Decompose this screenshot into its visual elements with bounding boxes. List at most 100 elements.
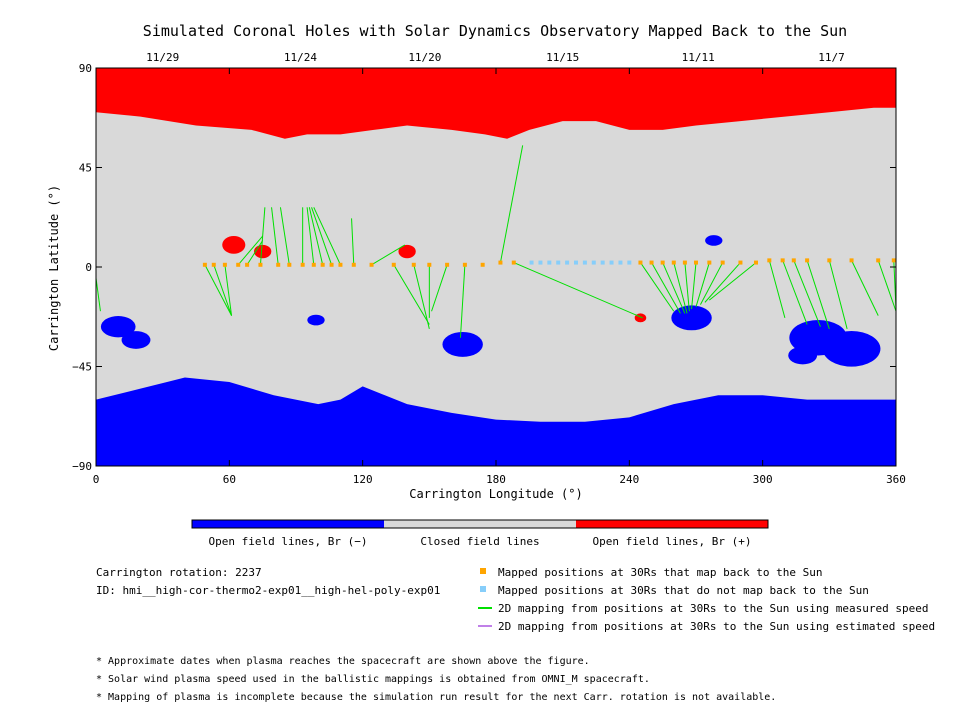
mapped-point <box>827 258 832 263</box>
mapped-point <box>320 262 325 267</box>
field-line <box>793 260 821 327</box>
simulation-id: ID: hmi__high-cor-thermo2-exp01__high-he… <box>96 584 441 597</box>
field-line <box>393 264 430 325</box>
field-line <box>662 262 686 314</box>
x-tick-label: 300 <box>753 473 773 486</box>
legend-line <box>478 625 492 627</box>
negative-patch <box>788 346 818 365</box>
x-tick-label: 120 <box>353 473 373 486</box>
field-line <box>313 207 341 265</box>
negative-patch <box>442 331 483 357</box>
mapped-point <box>849 258 854 263</box>
y-axis-label: Carrington Latitude (°) <box>47 185 61 351</box>
colorbar-segment <box>576 520 768 528</box>
mapped-point <box>805 258 810 263</box>
field-line <box>709 262 757 301</box>
mapped-point <box>511 260 516 265</box>
positive-patch <box>398 244 416 259</box>
legend-label: Mapped positions at 30Rs that do not map… <box>498 584 869 597</box>
colorbar-label: Closed field lines <box>420 535 539 548</box>
field-line <box>371 244 406 266</box>
mapped-point <box>276 262 281 267</box>
field-line <box>700 262 724 305</box>
field-line <box>224 264 233 316</box>
footnote-incomplete: * Mapping of plasma is incomplete becaus… <box>96 692 777 703</box>
x-tick-label: 60 <box>223 473 236 486</box>
legend-label: 2D mapping from positions at 30Rs to the… <box>498 620 936 633</box>
field-line <box>308 207 324 265</box>
colorbar-segment <box>384 520 576 528</box>
unmapped-point <box>582 260 587 265</box>
mapped-point <box>351 262 356 267</box>
field-line <box>768 260 786 318</box>
mapped-point <box>767 258 772 263</box>
unmapped-point <box>538 260 543 265</box>
field-line <box>413 264 430 330</box>
mapped-point <box>738 260 743 265</box>
mapped-point <box>338 262 343 267</box>
mapped-point <box>258 262 263 267</box>
legend-marker <box>480 586 486 592</box>
y-tick-label: 90 <box>79 62 92 75</box>
mapped-point <box>754 260 758 265</box>
legend-marker <box>480 568 486 574</box>
negative-patch <box>705 235 723 246</box>
field-line <box>306 207 315 265</box>
field-line <box>237 235 264 266</box>
field-line <box>271 207 279 265</box>
south-negative-coronal-hole <box>96 377 896 466</box>
mapped-point <box>427 262 432 267</box>
north-positive-coronal-hole <box>96 68 896 139</box>
mapped-point <box>876 258 881 263</box>
mapped-point <box>791 258 796 263</box>
closed-island <box>366 176 386 190</box>
negative-patch <box>307 314 325 326</box>
mapped-point <box>245 262 250 267</box>
unmapped-point <box>565 260 570 265</box>
field-line <box>459 264 466 338</box>
legend-line <box>478 607 492 609</box>
mapped-point <box>660 260 665 265</box>
colorbar-segment <box>192 520 384 528</box>
map-plot-area <box>96 68 896 466</box>
closed-island <box>279 151 304 170</box>
x-tick-label: 0 <box>93 473 100 486</box>
mapped-point <box>498 260 503 265</box>
mapped-point <box>211 262 216 267</box>
date-label: 11/7 <box>818 51 845 64</box>
field-line <box>691 262 697 310</box>
colorbar-label: Open field lines, Br (+) <box>593 535 752 548</box>
field-line <box>806 260 830 330</box>
closed-island <box>323 160 349 179</box>
field-line <box>782 260 808 325</box>
axes: 0 60 120 180 240 300 360 90 45 0 −45 −90 <box>72 62 906 486</box>
mapped-point <box>649 260 654 265</box>
closed-island <box>298 167 330 190</box>
positive-patch <box>222 236 246 254</box>
closed-island <box>291 185 310 199</box>
date-label: 11/24 <box>284 51 317 64</box>
y-tick-label: −45 <box>72 361 92 374</box>
mapped-point <box>369 262 374 267</box>
unmapped-point <box>618 260 623 265</box>
mapped-point <box>411 262 416 267</box>
field-line <box>695 262 710 307</box>
mapped-point <box>671 260 676 265</box>
colorbar: Open field lines, Br (−) Closed field lin… <box>191 519 769 548</box>
mapped-point <box>891 258 896 263</box>
x-axis-label: Carrington Longitude (°) <box>409 487 582 501</box>
map-content <box>96 68 896 466</box>
field-line <box>640 262 675 312</box>
field-line <box>851 260 879 316</box>
field-line <box>204 264 232 316</box>
negative-patch <box>671 305 712 331</box>
colorbar-label: Open field lines, Br (−) <box>209 535 368 548</box>
field-line <box>651 262 681 314</box>
mapped-point <box>311 262 316 267</box>
mapped-point <box>707 260 712 265</box>
mapped-point <box>202 262 207 267</box>
field-line <box>877 260 896 312</box>
y-tick-label: 0 <box>85 261 92 274</box>
field-line <box>246 240 264 266</box>
